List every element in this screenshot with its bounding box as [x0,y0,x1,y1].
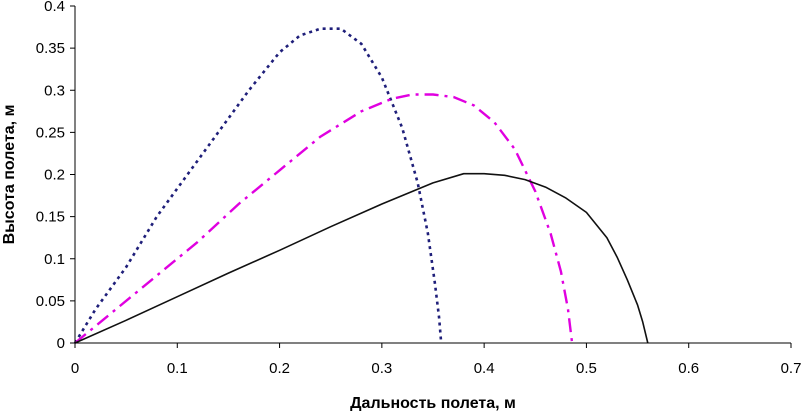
y-tick-label: 0.15 [36,209,65,226]
y-tick-label: 0.35 [36,40,65,57]
y-axis-title: Высота полета, м [1,105,18,245]
x-tick-label: 0.4 [474,360,495,377]
x-tick-group: 0 0.1 0.2 0.3 0.4 0.5 0.6 0.7 [71,343,802,377]
x-axis-title: Дальность полета, м [350,395,516,411]
x-tick-label: 0.2 [269,360,290,377]
x-tick-label: 0.6 [678,360,699,377]
x-tick-label: 0.7 [781,360,802,377]
y-tick-label: 0.25 [36,124,65,141]
y-tick-label: 0 [57,335,65,352]
x-tick-label: 0.5 [576,360,597,377]
y-tick-label: 0.1 [44,251,65,268]
y-tick-label: 0.05 [36,293,65,310]
series-line-magenta-dashdot [74,93,574,344]
series-line-navy-dotted [73,27,443,344]
y-tick-group: 0 0.05 0.1 0.15 0.2 0.25 0.3 0.35 0.4 [36,0,75,352]
x-tick-label: 0 [71,360,79,377]
x-tick-label: 0.1 [167,360,188,377]
plot-series-layer [73,27,649,344]
axes [74,6,791,344]
y-tick-label: 0.4 [44,0,65,15]
x-tick-label: 0.3 [371,360,392,377]
series-line-black-solid [74,172,649,344]
y-tick-label: 0.2 [44,167,65,184]
y-tick-label: 0.3 [44,82,65,99]
